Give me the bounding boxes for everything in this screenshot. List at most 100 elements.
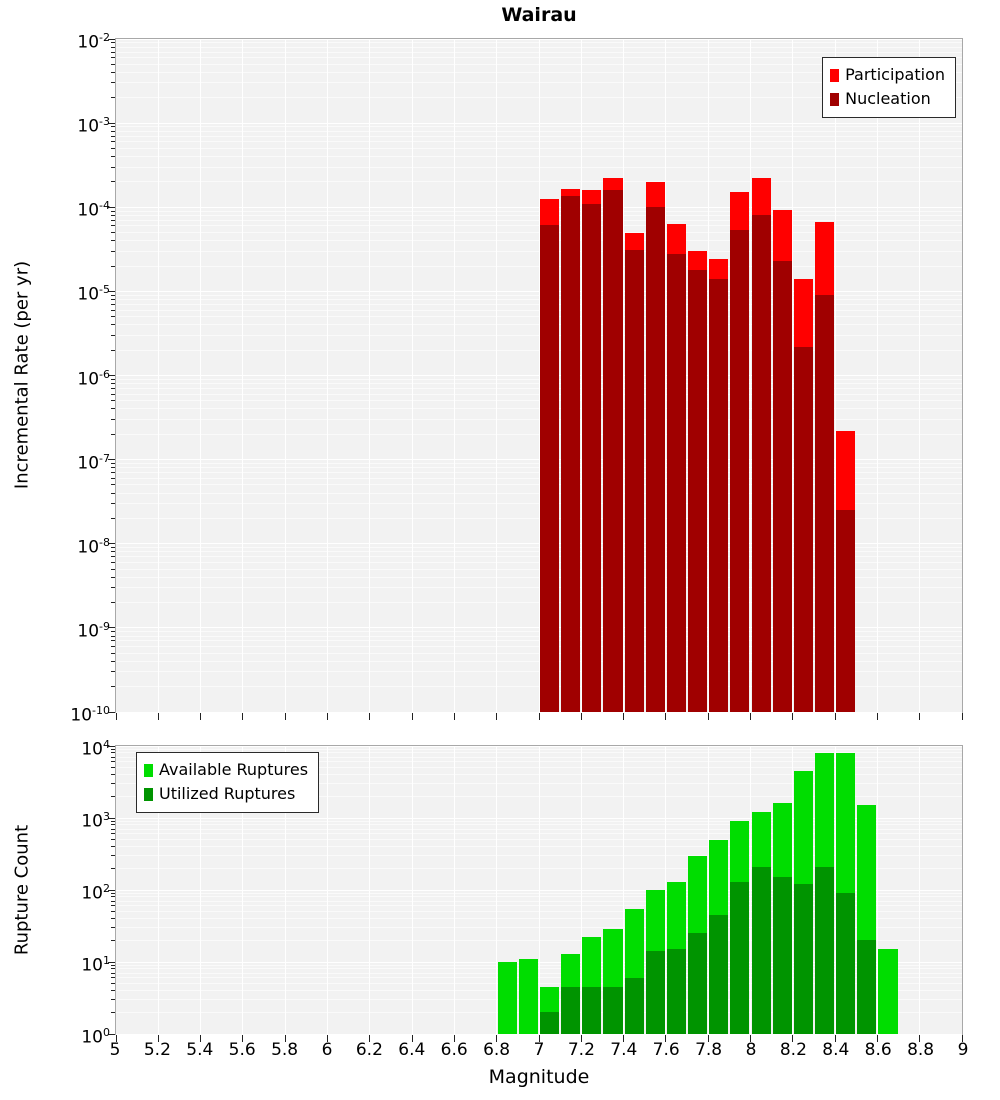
- utilized-ruptures-bar: [624, 977, 644, 1034]
- y-tick-minor: [111, 839, 115, 841]
- y-tick-minor: [111, 378, 115, 380]
- x-tick: [157, 1035, 159, 1042]
- y-tick-label: 10-9: [77, 619, 110, 642]
- v-gridline: [284, 39, 286, 712]
- y-tick-label: 10-6: [77, 367, 110, 390]
- y-tick-minor: [111, 918, 115, 920]
- y-tick-minor: [111, 774, 115, 776]
- v-gridline: [284, 746, 286, 1034]
- y-tick-label: 10-5: [77, 283, 110, 306]
- v-gridline: [411, 746, 413, 1034]
- y-tick-minor: [111, 896, 115, 898]
- v-gridline: [750, 746, 751, 1034]
- y-tick-label: 10-8: [77, 535, 110, 558]
- y-tick-minor: [111, 400, 115, 402]
- y-tick-minor: [111, 250, 115, 252]
- y-tick-minor: [111, 640, 115, 642]
- nucleation-bar: [814, 295, 835, 712]
- utilized-ruptures-bar: [772, 877, 792, 1034]
- x-tick-label: 8: [745, 1040, 757, 1060]
- x-tick-label: 8.8: [907, 1040, 935, 1060]
- x-tick-label: 8.6: [864, 1040, 892, 1060]
- nucleation-bar: [540, 225, 560, 712]
- y-tick-minor: [111, 383, 115, 385]
- y-tick-minor: [111, 671, 115, 673]
- y-tick-label: 10-4: [77, 199, 110, 221]
- nucleation-bar: [751, 214, 771, 712]
- x-tick: [750, 1035, 751, 1042]
- v-gridline: [834, 746, 836, 1034]
- y-tick-minor: [111, 867, 115, 869]
- available-ruptures-bar: [497, 962, 517, 1034]
- utilized-ruptures-bar: [666, 949, 687, 1034]
- v-gridline: [157, 39, 159, 712]
- utilized-ruptures-bar: [730, 881, 750, 1034]
- x-tick: [876, 713, 878, 720]
- x-tick: [961, 1035, 963, 1042]
- x-tick-label: 6.4: [398, 1040, 426, 1060]
- available-ruptures-bar: [518, 959, 538, 1034]
- bottom-y-axis-title: Rupture Count: [11, 824, 33, 956]
- y-tick-minor: [111, 767, 115, 769]
- v-gridline: [411, 39, 413, 712]
- x-tick-label: 5.4: [186, 1040, 214, 1060]
- legend-item: Available Ruptures: [144, 758, 308, 782]
- y-tick-minor: [111, 968, 115, 970]
- utilized-ruptures-bar: [645, 951, 665, 1034]
- v-gridline: [369, 39, 371, 712]
- y-tick-minor: [111, 686, 115, 688]
- y-tick-minor: [111, 467, 115, 469]
- legend-item: Utilized Ruptures: [144, 782, 308, 806]
- x-tick: [580, 713, 582, 720]
- top-y-axis-title: Incremental Rate (per yr): [11, 260, 33, 490]
- utilized-ruptures-bar: [751, 866, 771, 1034]
- nucleation-bar: [793, 346, 813, 712]
- legend-item: Nucleation: [830, 87, 945, 111]
- nucleation-bar: [688, 269, 708, 712]
- nucleation-bar: [709, 279, 729, 712]
- y-tick-minor: [111, 761, 115, 763]
- x-tick: [919, 713, 921, 720]
- utilized-ruptures-bar: [561, 986, 581, 1034]
- y-tick-minor: [111, 63, 115, 65]
- x-tick: [411, 713, 413, 720]
- x-tick: [707, 713, 709, 720]
- x-tick-label: 7.2: [567, 1040, 595, 1060]
- y-tick-minor: [111, 42, 115, 44]
- y-tick-minor: [111, 210, 115, 212]
- y-tick: [108, 290, 115, 292]
- utilized-ruptures-bar: [540, 1012, 560, 1034]
- y-tick-minor: [111, 568, 115, 570]
- v-gridline: [453, 746, 455, 1034]
- utilized-ruptures-bar: [709, 914, 729, 1034]
- v-gridline: [369, 746, 371, 1034]
- y-tick-minor: [111, 147, 115, 149]
- y-tick-label: 10-7: [77, 451, 110, 474]
- y-tick-minor: [111, 477, 115, 479]
- x-tick: [369, 1035, 371, 1042]
- y-tick-minor: [111, 972, 115, 974]
- h-gridline: [116, 711, 962, 713]
- x-tick: [369, 713, 371, 720]
- y-tick-minor: [111, 492, 115, 494]
- y-tick-minor: [111, 214, 115, 216]
- y-tick-label: 103: [81, 810, 110, 832]
- nucleation-bar: [772, 260, 792, 712]
- y-tick-minor: [111, 631, 115, 633]
- y-tick-minor: [111, 977, 115, 979]
- x-tick: [284, 713, 286, 720]
- legend-item: Participation: [830, 63, 945, 87]
- x-tick-label: 6.6: [440, 1040, 468, 1060]
- y-tick-minor: [111, 939, 115, 941]
- y-tick-minor: [111, 748, 115, 750]
- v-gridline: [792, 746, 794, 1034]
- x-tick-label: 5.8: [271, 1040, 299, 1060]
- x-tick-label: 8.2: [779, 1040, 807, 1060]
- y-tick-minor: [111, 303, 115, 305]
- utilized-ruptures-bar: [793, 884, 813, 1034]
- y-tick-minor: [111, 388, 115, 390]
- y-tick-minor: [111, 551, 115, 553]
- y-tick: [108, 745, 115, 747]
- available-ruptures-swatch-icon: [144, 763, 153, 777]
